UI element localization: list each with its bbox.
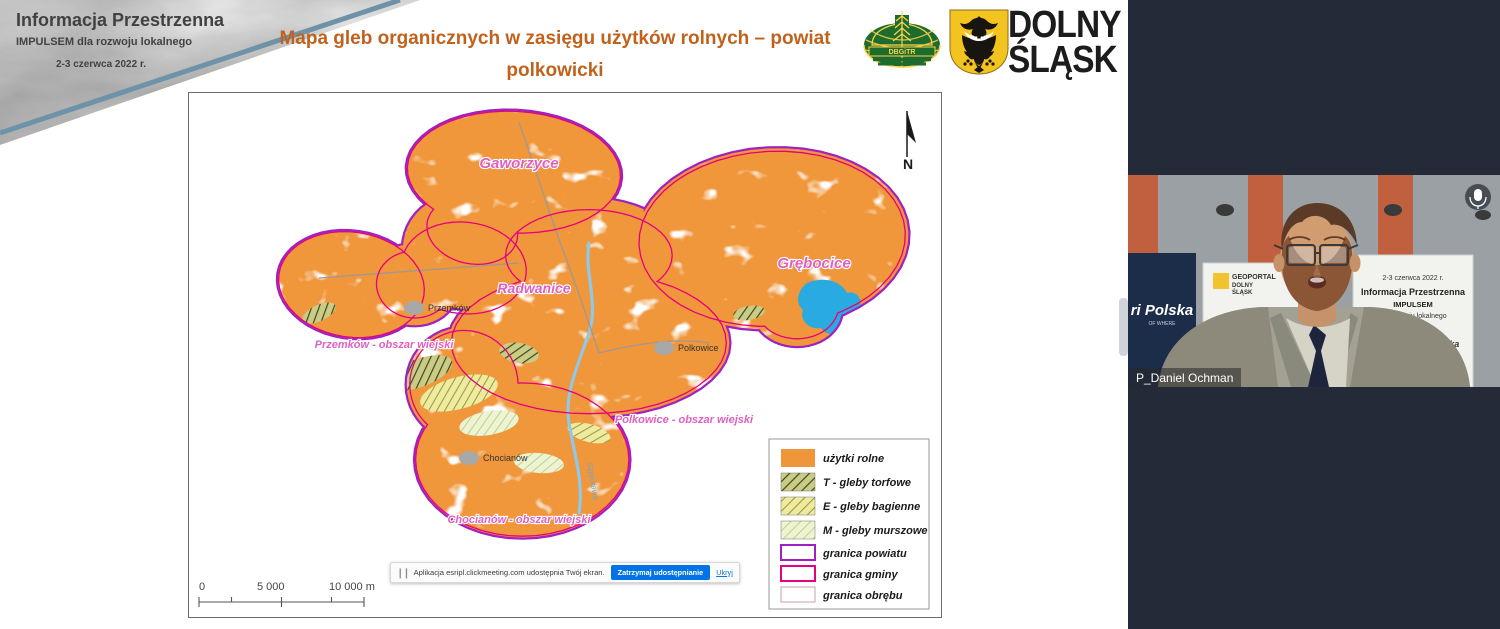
svg-text:Chocianów: Chocianów — [483, 453, 528, 463]
svg-text:Polkowice - obszar wiejski: Polkowice - obszar wiejski — [615, 414, 754, 426]
svg-text:Informacja Przestrzenna: Informacja Przestrzenna — [1361, 287, 1466, 297]
svg-text:użytki rolne: użytki rolne — [823, 453, 884, 465]
svg-text:10 000 m: 10 000 m — [329, 581, 375, 593]
svg-text:Chocianów - obszar wiejski: Chocianów - obszar wiejski — [447, 514, 591, 526]
svg-text:Przemków: Przemków — [428, 303, 471, 313]
svg-text:granica gminy: granica gminy — [822, 569, 898, 581]
svg-text:T - gleby torfowe: T - gleby torfowe — [823, 477, 911, 489]
svg-text:OF WHERE: OF WHERE — [1149, 321, 1177, 327]
svg-text:DBGiTR: DBGiTR — [889, 49, 916, 56]
svg-text:GEOPORTAL: GEOPORTAL — [1232, 274, 1277, 281]
svg-text:2-3 czerwca 2022 r.: 2-3 czerwca 2022 r. — [1382, 275, 1443, 282]
svg-text:Grębocice: Grębocice — [777, 255, 850, 272]
svg-text:Przemków - obszar wiejski: Przemków - obszar wiejski — [315, 339, 455, 351]
svg-text:0: 0 — [199, 581, 205, 593]
svg-text:5 000: 5 000 — [257, 581, 285, 593]
svg-text:DOLNY: DOLNY — [1232, 283, 1253, 289]
svg-text:Radwanice: Radwanice — [497, 280, 570, 296]
svg-text:granica obrębu: granica obrębu — [822, 590, 903, 602]
svg-text:Polkowice: Polkowice — [678, 343, 719, 353]
svg-text:Gaworzyce: Gaworzyce — [479, 155, 558, 172]
svg-text:ŚLĄSK: ŚLĄSK — [1232, 289, 1253, 296]
svg-text:E - gleby bagienne: E - gleby bagienne — [823, 501, 920, 513]
svg-text:ri Polska: ri Polska — [1131, 302, 1194, 319]
svg-text:granica powiatu: granica powiatu — [822, 548, 907, 560]
svg-text:M - gleby murszowe: M - gleby murszowe — [823, 525, 928, 537]
svg-text:IMPULSEM: IMPULSEM — [1393, 300, 1433, 309]
svg-text:N: N — [903, 156, 913, 172]
